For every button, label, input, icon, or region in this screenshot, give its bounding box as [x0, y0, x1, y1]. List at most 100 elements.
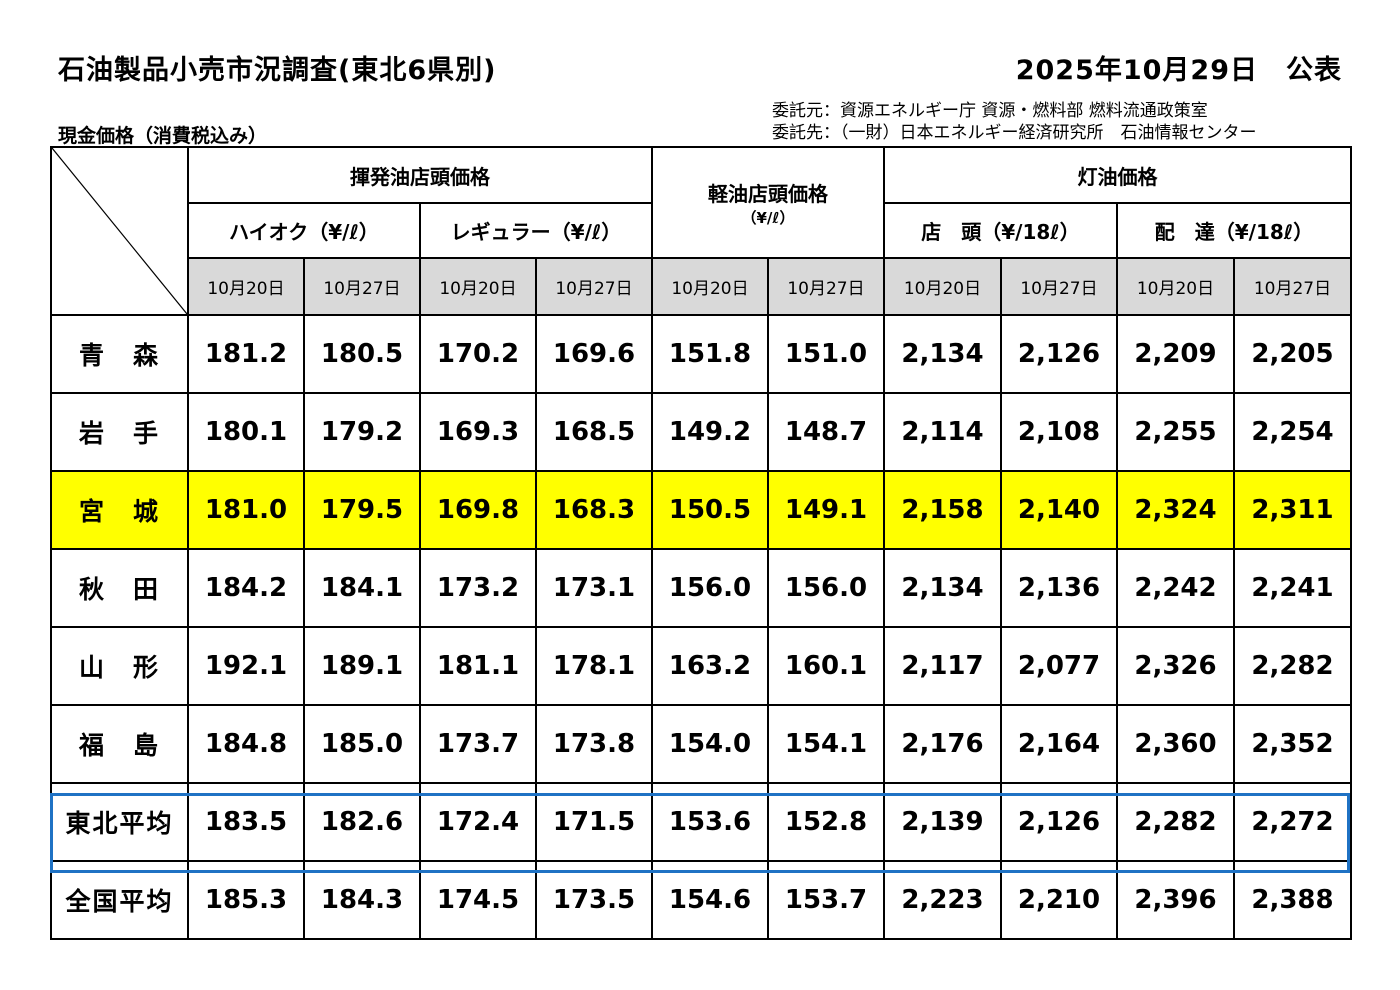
price-cell: 2,140 [1000, 470, 1118, 550]
price-cell: 2,134 [883, 314, 1002, 394]
price-cell: 173.8 [535, 704, 653, 784]
date-header: 10月20日 [1116, 257, 1235, 316]
price-cell: 189.1 [303, 626, 421, 706]
price-cell: 2,136 [1000, 548, 1118, 628]
table-row: 岩 手 180.1 179.2 169.3 168.5 149.2 148.7 2,114 2,… [50, 392, 1352, 472]
prefecture-name: 福 島 [50, 704, 189, 784]
price-cell: 2,158 [883, 470, 1002, 550]
date-header: 10月27日 [767, 257, 885, 316]
price-cell: 148.7 [767, 392, 885, 472]
price-cell: 2,126 [1000, 314, 1118, 394]
diagonal-line [52, 148, 187, 314]
date-header: 10月27日 [1233, 257, 1352, 316]
price-cell: 163.2 [651, 626, 769, 706]
date-header: 10月27日 [303, 257, 421, 316]
price-cell: 2,272 [1233, 782, 1352, 862]
price-cell: 151.0 [767, 314, 885, 394]
prefecture-name: 宮 城 [50, 470, 189, 550]
kerosene-header: 灯油価格 [883, 146, 1352, 204]
price-cell: 181.1 [419, 626, 537, 706]
price-cell: 154.1 [767, 704, 885, 784]
price-cell: 182.6 [303, 782, 421, 862]
price-cell: 184.3 [303, 860, 421, 940]
table-row: 青 森 181.2 180.5 170.2 169.6 151.8 151.0 2,134 2,… [50, 314, 1352, 394]
price-cell: 178.1 [535, 626, 653, 706]
price-cell: 150.5 [651, 470, 769, 550]
price-cell: 185.0 [303, 704, 421, 784]
price-cell: 173.7 [419, 704, 537, 784]
price-cell: 180.1 [187, 392, 305, 472]
price-cell: 173.2 [419, 548, 537, 628]
regular-header: レギュラー（¥/ℓ） [419, 202, 653, 259]
price-cell: 2,210 [1000, 860, 1118, 940]
price-cell: 2,126 [1000, 782, 1118, 862]
price-cell: 184.2 [187, 548, 305, 628]
price-cell: 149.1 [767, 470, 885, 550]
price-cell: 169.6 [535, 314, 653, 394]
table-row: 宮 城 181.0 179.5 169.8 168.3 150.5 149.1 2,158 2,… [50, 470, 1352, 550]
price-cell: 180.5 [303, 314, 421, 394]
price-cell: 173.5 [535, 860, 653, 940]
date-header: 10月20日 [883, 257, 1002, 316]
price-cell: 156.0 [651, 548, 769, 628]
date-header: 10月27日 [535, 257, 653, 316]
table-row: 東北平均 183.5 182.6 172.4 171.5 153.6 152.8 2,139 2… [50, 782, 1352, 862]
corner-cell [50, 146, 189, 316]
price-cell: 2,360 [1116, 704, 1235, 784]
credits: 委託元：資源エネルギー庁 資源・燃料部 燃料流通政策室 委託先：（一財）日本エネ… [772, 100, 1257, 144]
publish-date: 2025年10月29日 公表 [1015, 55, 1342, 86]
gasoline-header: 揮発油店頭価格 [187, 146, 653, 204]
price-cell: 153.7 [767, 860, 885, 940]
diesel-unit: （¥/ℓ） [741, 208, 795, 227]
price-cell: 169.3 [419, 392, 537, 472]
high-octane-header: ハイオク（¥/ℓ） [187, 202, 421, 259]
price-cell: 154.6 [651, 860, 769, 940]
date-header: 10月20日 [187, 257, 305, 316]
prefecture-name: 秋 田 [50, 548, 189, 628]
price-cell: 2,255 [1116, 392, 1235, 472]
price-cell: 168.5 [535, 392, 653, 472]
commissioner-text: 委託元：資源エネルギー庁 資源・燃料部 燃料流通政策室 [772, 101, 1208, 121]
price-cell: 2,164 [1000, 704, 1118, 784]
kerosene-store-header: 店 頭（¥/18ℓ） [883, 202, 1118, 259]
price-cell: 2,282 [1233, 626, 1352, 706]
price-cell: 2,134 [883, 548, 1002, 628]
date-header: 10月20日 [651, 257, 769, 316]
price-cell: 156.0 [767, 548, 885, 628]
price-cell: 174.5 [419, 860, 537, 940]
price-cell: 2,396 [1116, 860, 1235, 940]
price-cell: 2,205 [1233, 314, 1352, 394]
table-row: 山 形 192.1 189.1 181.1 178.1 163.2 160.1 2,117 2,… [50, 626, 1352, 706]
prefecture-name: 山 形 [50, 626, 189, 706]
price-cell: 168.3 [535, 470, 653, 550]
price-cell: 160.1 [767, 626, 885, 706]
price-cell: 2,209 [1116, 314, 1235, 394]
price-cell: 183.5 [187, 782, 305, 862]
page-title: 石油製品小売市況調査(東北6県別) [58, 55, 497, 86]
price-cell: 2,077 [1000, 626, 1118, 706]
price-cell: 179.5 [303, 470, 421, 550]
price-type-label: 現金価格（消費税込み） [58, 125, 268, 147]
prefecture-name: 岩 手 [50, 392, 189, 472]
price-cell: 2,242 [1116, 548, 1235, 628]
price-cell: 185.3 [187, 860, 305, 940]
prefecture-name: 全国平均 [50, 860, 189, 940]
date-header: 10月27日 [1000, 257, 1118, 316]
price-cell: 2,108 [1000, 392, 1118, 472]
price-cell: 2,117 [883, 626, 1002, 706]
date-header: 10月20日 [419, 257, 537, 316]
price-cell: 2,176 [883, 704, 1002, 784]
price-cell: 184.8 [187, 704, 305, 784]
price-cell: 2,254 [1233, 392, 1352, 472]
table-row: 全国平均 185.3 184.3 174.5 173.5 154.6 153.7 2,223 2… [50, 860, 1352, 940]
price-cell: 169.8 [419, 470, 537, 550]
price-cell: 2,114 [883, 392, 1002, 472]
price-cell: 173.1 [535, 548, 653, 628]
prefecture-name: 東北平均 [50, 782, 189, 862]
price-cell: 2,282 [1116, 782, 1235, 862]
price-cell: 181.0 [187, 470, 305, 550]
price-cell: 170.2 [419, 314, 537, 394]
price-cell: 192.1 [187, 626, 305, 706]
price-cell: 2,352 [1233, 704, 1352, 784]
price-cell: 152.8 [767, 782, 885, 862]
